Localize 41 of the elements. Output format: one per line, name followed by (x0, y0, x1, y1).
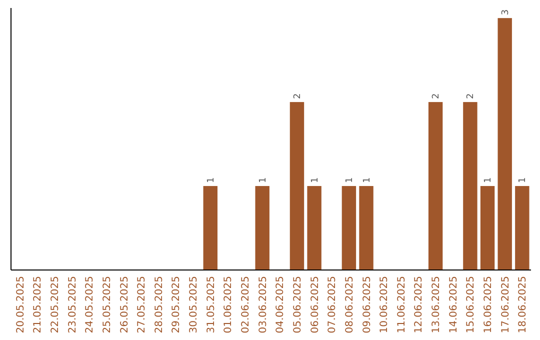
x-tick-label: 06.06.2025 (310, 276, 321, 334)
data-label: 2 (466, 93, 476, 100)
x-tick-label: 03.06.2025 (258, 276, 269, 334)
x-tick-label: 24.05.2025 (84, 276, 96, 334)
data-label: 1 (518, 177, 528, 184)
x-tick-label: 28.05.2025 (154, 276, 165, 334)
x-tick-label: 01.06.2025 (223, 276, 234, 334)
data-label: 3 (500, 9, 511, 16)
x-tick-label: 15.06.2025 (466, 276, 477, 334)
x-tick-label: 27.05.2025 (136, 276, 148, 334)
x-tick-label: 30.05.2025 (188, 276, 200, 334)
x-tick-label: 04.06.2025 (275, 276, 286, 334)
data-label: 1 (310, 177, 320, 184)
x-tick-label: 07.06.2025 (327, 276, 338, 334)
x-tick-label: 10.06.2025 (379, 276, 390, 334)
x-tick-label: 16.06.2025 (483, 276, 494, 334)
x-tick-label: 17.06.2025 (500, 276, 512, 334)
data-label: 1 (484, 177, 494, 184)
x-tick-label: 12.06.2025 (414, 276, 425, 334)
x-tick-label: 13.06.2025 (431, 276, 442, 334)
data-label: 2 (432, 93, 442, 100)
data-label: 1 (344, 177, 355, 184)
x-tick-label: 23.05.2025 (67, 276, 78, 334)
x-tick-label: 22.05.2025 (50, 276, 61, 334)
x-tick-label: 21.05.2025 (32, 276, 44, 334)
data-label: 1 (206, 177, 216, 184)
data-label: 1 (362, 177, 372, 184)
x-tick-label: 31.05.2025 (206, 276, 217, 334)
x-tick-label: 09.06.2025 (362, 276, 373, 334)
data-label: 2 (292, 93, 303, 100)
data-label: 1 (258, 177, 268, 184)
x-tick-label: 11.06.2025 (396, 276, 408, 334)
x-tick-label: 05.06.2025 (292, 276, 304, 334)
x-tick-label: 14.06.2025 (448, 276, 460, 334)
x-tick-label: 29.05.2025 (171, 276, 182, 334)
x-tick-label: 26.05.2025 (119, 276, 130, 334)
x-tick-label: 18.06.2025 (518, 276, 529, 334)
x-tick-label: 25.05.2025 (102, 276, 113, 334)
x-tick-label: 20.05.2025 (15, 276, 26, 334)
x-tick-label: 08.06.2025 (344, 276, 356, 334)
x-tick-label: 02.06.2025 (240, 276, 252, 334)
